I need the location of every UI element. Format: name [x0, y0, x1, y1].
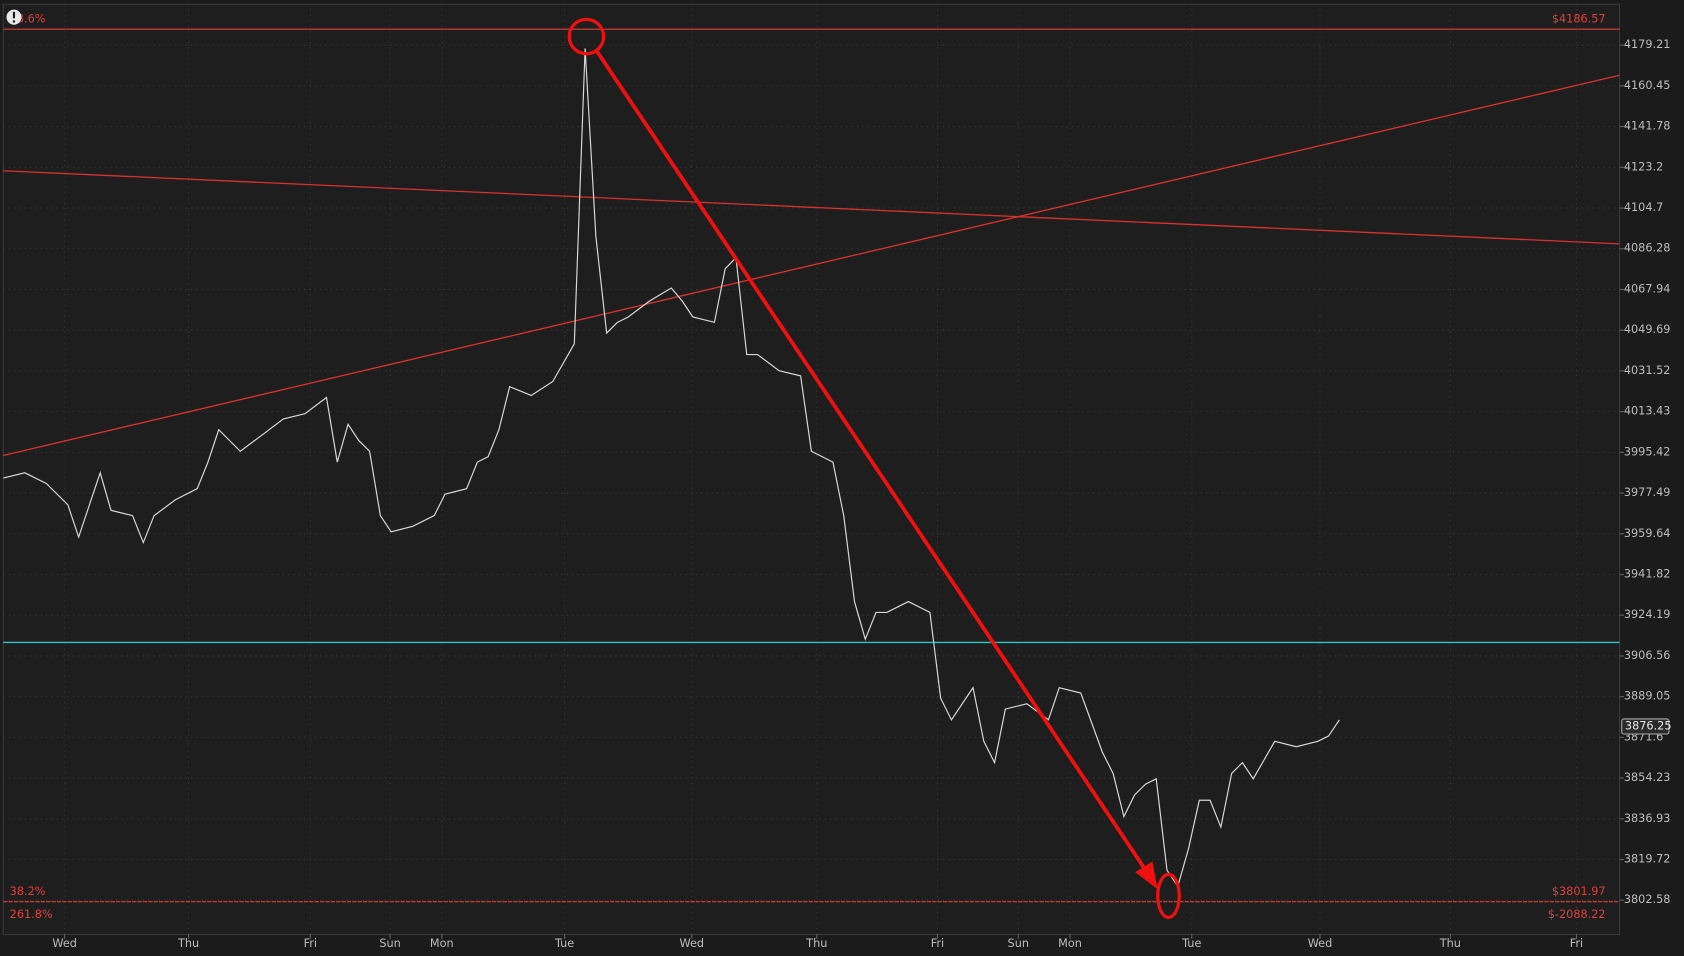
x-tick-label: Fri	[304, 937, 317, 950]
y-tick-label: 4049.69	[1624, 323, 1671, 336]
y-tick-label: 3995.42	[1624, 445, 1671, 458]
fib-name: 261.8%	[10, 908, 53, 921]
x-tick-label: Thu	[177, 937, 199, 950]
price-line	[3, 48, 1340, 888]
trend-line	[3, 74, 1620, 457]
x-tick-label: Thu	[805, 937, 827, 950]
arrow-shaft	[595, 50, 1149, 874]
x-tick-label: Wed	[680, 937, 705, 950]
y-tick-label: 4067.94	[1624, 282, 1671, 295]
plot	[3, 28, 1620, 903]
x-tick-label: Tue	[1181, 937, 1201, 950]
y-tick-label: 3959.64	[1624, 527, 1671, 540]
grid	[3, 4, 1620, 935]
last-price-box	[1621, 718, 1670, 735]
y-tick-label: 4160.45	[1624, 79, 1671, 92]
y-tick-label: 4031.52	[1624, 364, 1671, 377]
y-tick-label: 4104.7	[1624, 201, 1663, 214]
y-tick-label: 4123.2	[1624, 160, 1663, 173]
y-tick-label: 3977.49	[1624, 486, 1671, 499]
x-tick-label: Mon	[1058, 937, 1082, 950]
trend-line	[3, 170, 1620, 245]
alert-icon-mark	[12, 11, 16, 19]
x-tick-label: Sun	[1008, 937, 1029, 950]
y-tick-label: 3854.23	[1624, 771, 1671, 784]
y-tick-label: 3819.72	[1624, 852, 1671, 865]
fib-price-label: $-2088.22	[1548, 908, 1606, 921]
y-tick-label: 3889.05	[1624, 690, 1671, 703]
axes: 4179.21 4160.45 4141.78 4123.2 4104.7 4086.28…	[10, 13, 1672, 951]
x-tick-label: Tue	[554, 937, 574, 950]
x-tick-label: Thu	[1439, 937, 1461, 950]
x-tick-label: Wed	[52, 937, 77, 950]
fib-name: 38.2%	[10, 885, 46, 898]
x-tick-label: Fri	[931, 937, 944, 950]
fib-price-label: $3801.97	[1552, 885, 1606, 898]
y-tick-label: 3924.19	[1624, 608, 1671, 621]
y-tick-label: 3836.93	[1624, 812, 1671, 825]
arrow-head	[1135, 861, 1158, 890]
y-tick-label: 3802.58	[1624, 893, 1671, 906]
plot-area	[2, 3, 1621, 936]
highlight-circle	[1156, 872, 1181, 919]
x-tick-label: Wed	[1308, 937, 1333, 950]
x-tick-label: Sun	[379, 937, 400, 950]
x-tick-label: Fri	[1570, 937, 1583, 950]
x-tick-label: Mon	[430, 937, 454, 950]
fib-price-label: $4186.57	[1552, 13, 1606, 26]
alert-icon-mark	[12, 20, 16, 23]
y-tick-label: 4013.43	[1624, 405, 1671, 418]
y-tick-label: 3941.82	[1624, 568, 1671, 581]
y-tick-label: 4086.28	[1624, 242, 1671, 255]
y-tick-label: 4179.21	[1624, 38, 1671, 51]
highlight-circle	[567, 17, 606, 56]
y-tick-label: 3906.56	[1624, 649, 1671, 662]
last-price-label: 3876.25	[1625, 719, 1672, 732]
y-tick-label: 4141.78	[1624, 120, 1671, 133]
